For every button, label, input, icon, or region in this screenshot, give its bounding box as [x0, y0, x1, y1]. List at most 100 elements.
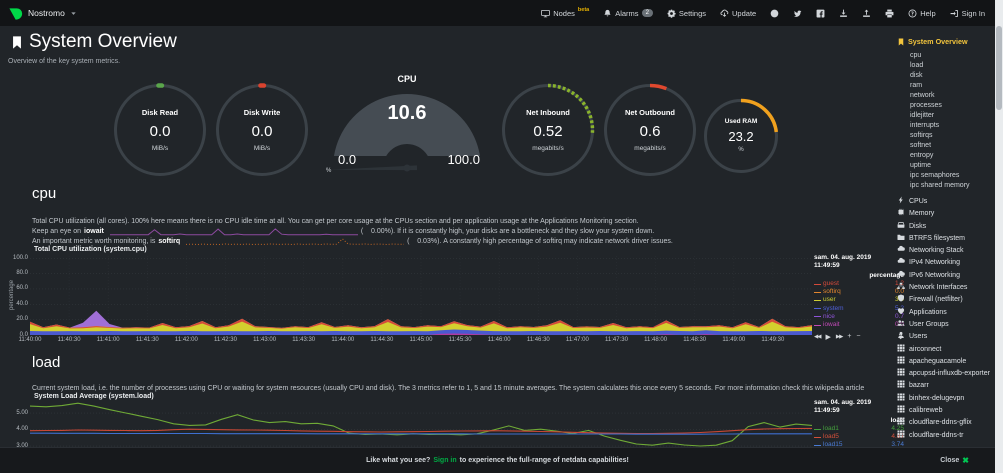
- sidebar-subitem-network[interactable]: network: [910, 92, 935, 99]
- legend-item-guest[interactable]: guest 1.2: [814, 280, 904, 288]
- sidebar-item-network-interfaces[interactable]: Network Interfaces: [897, 282, 994, 294]
- play-button[interactable]: ▶: [825, 333, 831, 341]
- sidebar-item-label: bazarr: [909, 382, 929, 390]
- cpu-plot[interactable]: [30, 256, 812, 335]
- sidebar-submenu: cpu load disk ram network processes idlejitter…: [897, 51, 994, 191]
- legend-item-load1[interactable]: load1 4.25: [814, 425, 904, 433]
- iowait-label: iowait: [84, 228, 104, 235]
- sign-in-link[interactable]: Sign in: [433, 457, 457, 464]
- sidebar-item-disks[interactable]: Disks: [897, 221, 994, 233]
- zoom-in-button[interactable]: +: [847, 333, 852, 340]
- sidebar-subitem-ram[interactable]: ram: [910, 82, 923, 89]
- sidebar-item-apcupsd-influxdb-exporter[interactable]: apcupsd-influxdb-exporter: [897, 368, 994, 380]
- sidebar-item-label: cloudflare-ddns-gflix: [909, 419, 972, 427]
- topbar: Nostromo Nodes beta Alarms 2 Settings Update H…: [0, 0, 995, 26]
- legend-label: load5: [823, 433, 839, 441]
- cpu-gauge-chart[interactable]: CPU 10.6 0.0 100.0 %: [318, 72, 496, 178]
- sidebar-item-user-groups[interactable]: User Groups: [897, 319, 994, 331]
- gauge-net-outbound[interactable]: Net Outbound 0.6 megabits/s: [602, 82, 698, 178]
- sidebar-item-binhex-delugevpn[interactable]: binhex-delugevpn: [897, 393, 994, 405]
- iowait-sparkline[interactable]: [109, 227, 358, 236]
- legend-item-load5[interactable]: load54.07: [814, 433, 904, 441]
- host-selector[interactable]: Nostromo: [8, 6, 77, 21]
- sidebar-subitem-ipc-semaphores[interactable]: ipc semaphores: [910, 172, 960, 179]
- topbar-item-settings[interactable]: Settings: [667, 9, 706, 18]
- host-name: Nostromo: [28, 8, 65, 18]
- legend-item-system[interactable]: system5.2: [814, 305, 904, 313]
- netdata-logo-icon: [8, 6, 23, 21]
- sidebar-item-label: apcupsd-influxdb-exporter: [909, 370, 990, 378]
- legend-item-nice[interactable]: nice 0.7: [814, 313, 904, 321]
- topbar-item-help[interactable]: Help: [908, 9, 936, 18]
- legend-item-iowait[interactable]: iowait0.0: [814, 321, 904, 329]
- sidebar-subitem-softnet[interactable]: softnet: [910, 142, 932, 149]
- gauge-disk-write[interactable]: Disk Write 0.0 MiB/s: [214, 82, 310, 178]
- sidebar-subitem-uptime[interactable]: uptime: [910, 162, 932, 169]
- sidebar-item-label: airconnect: [909, 345, 942, 353]
- sidebar-item-networking-stack[interactable]: Networking Stack: [897, 245, 994, 257]
- topbar-item-update[interactable]: Update: [720, 9, 756, 18]
- legend-item-softirq[interactable]: softirq 0.0: [814, 288, 904, 296]
- sidebar-item-ipv4-networking[interactable]: IPv4 Networking: [897, 257, 994, 269]
- topbar-item-nodes[interactable]: Nodes beta: [541, 7, 589, 18]
- sidebar-item-calibreweb[interactable]: calibreweb: [897, 405, 994, 417]
- pan-backward-button[interactable]: ◀◀: [814, 333, 822, 340]
- pan-forward-button[interactable]: ▶▶: [835, 333, 844, 340]
- cpu-gauge-dial: [318, 93, 496, 176]
- topbar-item-twitter[interactable]: [793, 9, 802, 18]
- topbar-item-alarms[interactable]: Alarms 2: [603, 9, 653, 18]
- scrollbar-thumb[interactable]: [996, 26, 1002, 110]
- sidebar-subitem-load[interactable]: load: [910, 62, 924, 69]
- sidebar-subitem-disk[interactable]: disk: [910, 72, 923, 79]
- y-tick-label: 100.0: [12, 254, 28, 261]
- user-group-icon: [897, 319, 905, 327]
- sidebar-item-applications[interactable]: Applications: [897, 307, 994, 319]
- sidebar-item-btrfs-filesystem[interactable]: BTRFS filesystem: [897, 233, 994, 245]
- zoom-out-button[interactable]: −: [856, 333, 861, 340]
- chart-toolbox: ◀◀▶▶▶+−⇕: [814, 332, 904, 341]
- sidebar-item-memory[interactable]: Memory: [897, 208, 994, 220]
- gauge-net-inbound[interactable]: Net Inbound 0.52 megabits/s: [500, 82, 596, 178]
- softirq-sparkline[interactable]: [186, 237, 405, 246]
- x-tick-label: 11:41:00: [96, 337, 120, 343]
- sidebar-item-system-overview[interactable]: System Overview: [897, 37, 994, 46]
- sidebar-item-cloudflare-ddns-tr[interactable]: cloudflare-ddns-tr: [897, 430, 994, 442]
- sidebar-item-cloudflare-ddns-gflix[interactable]: cloudflare-ddns-gflix: [897, 417, 994, 429]
- close-banner-button[interactable]: Close ✖: [940, 456, 969, 465]
- sidebar-item-users[interactable]: Users: [897, 331, 994, 343]
- gauge-title: Net Outbound: [625, 108, 675, 117]
- legend-item-load15[interactable]: load15 3.74: [814, 441, 904, 449]
- chart-legend: sam. 04. aug. 2019 11:49:59 load load1 4.25 l…: [814, 399, 904, 450]
- sidebar-subitem-interrupts[interactable]: interrupts: [910, 122, 940, 129]
- topbar-item-github[interactable]: [770, 9, 779, 18]
- sidebar-item-cpus[interactable]: CPUs: [897, 196, 994, 208]
- sidebar-item-bazarr[interactable]: bazarr: [897, 380, 994, 392]
- legend-item-user[interactable]: user3.4: [814, 296, 904, 304]
- sidebar-subitem-processes[interactable]: processes: [910, 102, 942, 109]
- gauge-title: Disk Write: [243, 108, 281, 117]
- sidebar-item-apacheguacamole[interactable]: apacheguacamole: [897, 356, 994, 368]
- sidebar-item-ipv6-networking[interactable]: IPv6 Networking: [897, 270, 994, 282]
- legend-date: sam. 04. aug. 2019: [814, 399, 872, 406]
- topbar-item-import-snapshot[interactable]: [839, 9, 848, 18]
- topbar-item-signin[interactable]: Sign In: [950, 9, 985, 18]
- sidebar-subitem-entropy[interactable]: entropy: [910, 152, 934, 159]
- topbar-item-export-snapshot[interactable]: [862, 9, 871, 18]
- load-plot[interactable]: [30, 402, 812, 448]
- load-section-heading: load: [32, 354, 61, 371]
- topbar-item-print[interactable]: [885, 9, 894, 18]
- topbar-item-facebook[interactable]: [816, 9, 825, 18]
- sitemap-icon: [897, 282, 905, 290]
- gauge-disk-read[interactable]: Disk Read 0.0 MiB/s: [112, 82, 208, 178]
- topbar-item-label: Nodes: [553, 8, 575, 18]
- gauge-used-ram[interactable]: Used RAM 23.2%: [702, 97, 780, 175]
- gauge-value: 23.2: [728, 129, 754, 144]
- sidebar-subitem-cpu[interactable]: cpu: [910, 52, 922, 59]
- sidebar-subitem-idlejitter[interactable]: idlejitter: [910, 112, 935, 119]
- sidebar-item-firewall-netfilter-[interactable]: Firewall (netfilter): [897, 294, 994, 306]
- sidebar-subitem-ipc-shared-memory[interactable]: ipc shared memory: [910, 182, 970, 189]
- sidebar-item-airconnect[interactable]: airconnect: [897, 344, 994, 356]
- page-scrollbar[interactable]: [995, 0, 1003, 473]
- sidebar-subitem-softirqs[interactable]: softirqs: [910, 132, 933, 139]
- grid-icon: [897, 430, 905, 438]
